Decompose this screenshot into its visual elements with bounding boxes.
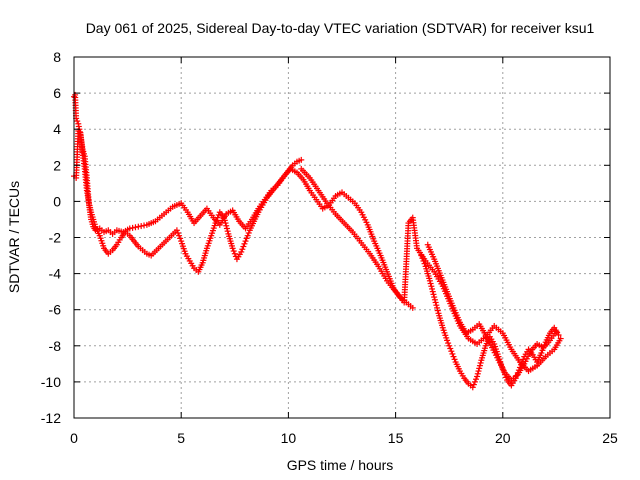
data-point bbox=[240, 243, 247, 250]
data-point bbox=[223, 225, 230, 232]
y-tick-label: -12 bbox=[41, 410, 61, 426]
data-point bbox=[126, 225, 133, 232]
data-point bbox=[224, 228, 231, 235]
data-point bbox=[429, 288, 436, 295]
y-tick-label: -8 bbox=[49, 338, 62, 354]
data-point bbox=[243, 235, 250, 242]
data-point bbox=[433, 302, 440, 309]
x-axis-label: GPS time / hours bbox=[287, 457, 394, 473]
data-point bbox=[473, 376, 479, 383]
data-point bbox=[229, 245, 236, 252]
data-point bbox=[173, 227, 180, 234]
data-point bbox=[421, 260, 428, 267]
data-point bbox=[242, 238, 249, 245]
chart-title: Day 061 of 2025, Sidereal Day-to-day VTE… bbox=[86, 20, 595, 36]
data-point bbox=[141, 222, 148, 229]
data-point bbox=[230, 248, 237, 255]
data-point bbox=[135, 223, 142, 230]
y-tick-label: 4 bbox=[53, 121, 61, 137]
y-tick-label: 2 bbox=[53, 157, 61, 173]
data-point bbox=[445, 340, 452, 347]
data-point bbox=[470, 381, 477, 388]
data-point bbox=[418, 252, 425, 259]
x-tick-label: 10 bbox=[281, 430, 297, 446]
data-point bbox=[213, 217, 220, 224]
data-point bbox=[538, 350, 545, 357]
data-point bbox=[539, 347, 546, 354]
data-point bbox=[238, 248, 245, 255]
data-point bbox=[434, 304, 441, 311]
y-tick-label: 0 bbox=[53, 193, 61, 209]
y-tick-label: -6 bbox=[49, 302, 62, 318]
data-point bbox=[244, 232, 251, 239]
data-point bbox=[476, 362, 483, 369]
data-point bbox=[222, 220, 229, 227]
data-point bbox=[429, 285, 436, 292]
y-tick-label: 6 bbox=[53, 85, 61, 101]
data-point bbox=[446, 342, 453, 349]
data-point bbox=[477, 359, 484, 366]
x-tick-label: 0 bbox=[70, 430, 78, 446]
y-tick-label: -4 bbox=[49, 266, 62, 282]
x-tick-label: 5 bbox=[177, 430, 185, 446]
data-point bbox=[426, 277, 433, 284]
data-point bbox=[430, 291, 437, 298]
data-point bbox=[409, 304, 416, 311]
data-point bbox=[469, 384, 476, 391]
data-point bbox=[419, 255, 426, 262]
y-tick-label: -2 bbox=[49, 230, 62, 246]
data-point bbox=[132, 224, 139, 231]
y-tick-label: -10 bbox=[41, 374, 61, 390]
data-point bbox=[553, 328, 560, 335]
data-point bbox=[555, 331, 562, 338]
data-point bbox=[557, 335, 564, 342]
y-tick-label: 8 bbox=[53, 49, 61, 65]
data-point bbox=[212, 220, 219, 227]
data-point bbox=[176, 232, 183, 239]
data-point bbox=[431, 294, 438, 301]
data-point bbox=[513, 372, 520, 379]
data-point bbox=[471, 378, 478, 385]
data-point bbox=[449, 350, 456, 357]
data-point bbox=[129, 224, 136, 231]
data-point bbox=[221, 214, 228, 221]
data-point bbox=[450, 353, 457, 360]
data-point bbox=[428, 283, 435, 290]
data-point bbox=[474, 370, 481, 377]
axis-ticks: 0 5 10 15 20 25 -12 -10 -8 -6 -4 -2 0 2 4 6 8 bbox=[41, 49, 618, 446]
data-point bbox=[448, 348, 455, 355]
y-axis-label: SDTVAR / TECUs bbox=[6, 181, 22, 293]
data-point bbox=[177, 235, 184, 242]
x-tick-label: 20 bbox=[495, 430, 511, 446]
data-point bbox=[432, 299, 439, 306]
data-point bbox=[239, 246, 246, 253]
data-point bbox=[474, 373, 481, 380]
data-point bbox=[427, 280, 434, 287]
grid-lines bbox=[74, 57, 610, 418]
data-point bbox=[174, 229, 181, 236]
data-point bbox=[231, 250, 238, 257]
x-tick-label: 25 bbox=[602, 430, 618, 446]
data-point bbox=[444, 337, 451, 344]
x-tick-label: 15 bbox=[388, 430, 404, 446]
data-series bbox=[71, 91, 564, 391]
data-point bbox=[138, 223, 145, 230]
data-point bbox=[451, 356, 458, 363]
data-point bbox=[298, 156, 305, 163]
data-point bbox=[420, 257, 427, 264]
data-point bbox=[245, 229, 252, 236]
data-point bbox=[476, 365, 483, 372]
data-point bbox=[475, 368, 482, 375]
data-point bbox=[223, 222, 230, 229]
data-point bbox=[221, 217, 228, 224]
data-point bbox=[447, 345, 454, 352]
data-point bbox=[214, 214, 221, 221]
data-point bbox=[431, 296, 438, 303]
data-point bbox=[241, 240, 248, 247]
data-point bbox=[434, 307, 441, 314]
data-point bbox=[74, 118, 81, 125]
